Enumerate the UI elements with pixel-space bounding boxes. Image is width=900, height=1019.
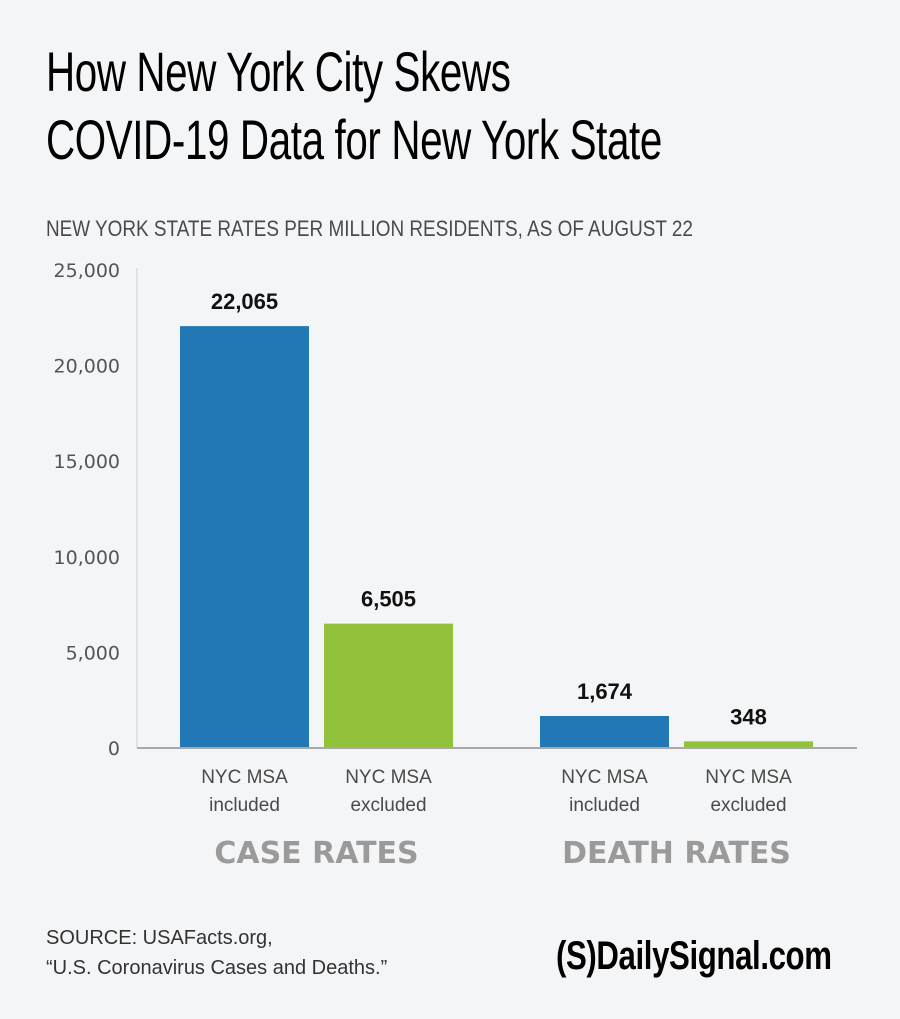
group-label: CASE RATES (214, 836, 418, 871)
y-tick-label: 20,000 (54, 356, 120, 378)
source-line-1: SOURCE: USAFacts.org, (46, 927, 273, 949)
bar-case-excluded (324, 623, 453, 748)
title-line-2: COVID-19 Data for New York State (46, 108, 662, 171)
data-label: 22,065 (211, 289, 278, 314)
category-label-line2: included (209, 795, 280, 816)
source-note: SOURCE: USAFacts.org, “U.S. Coronavirus … (46, 923, 387, 983)
category-label-line1: NYC MSA (345, 767, 432, 788)
daily-signal-logo: (S)DailySignal.com (556, 934, 832, 978)
data-label: 348 (730, 704, 767, 729)
chart-title: How New York City Skews COVID-19 Data fo… (46, 38, 662, 174)
category-label-line2: excluded (350, 795, 426, 816)
group-label: DEATH RATES (562, 836, 791, 871)
y-tick-label: 5,000 (66, 642, 120, 664)
bar-death-included (540, 715, 669, 748)
category-label-line1: NYC MSA (705, 767, 792, 788)
y-tick-label: 0 (108, 738, 120, 760)
chart-subtitle: NEW YORK STATE RATES PER MILLION RESIDEN… (46, 216, 693, 241)
y-axis-ticks: 0 5,000 10,000 15,000 20,000 25,000 (54, 260, 120, 760)
category-label-line2: excluded (710, 795, 786, 816)
y-tick-label: 15,000 (54, 451, 120, 473)
bars: 22,065 NYC MSA included 6,505 NYC MSA exclude… (180, 289, 813, 871)
y-tick-label: 25,000 (54, 260, 120, 282)
data-label: 6,505 (361, 587, 416, 612)
category-label-line1: NYC MSA (561, 767, 648, 788)
source-line-2: “U.S. Coronavirus Cases and Deaths.” (46, 957, 388, 979)
bar-case-included (180, 326, 309, 748)
data-label: 1,674 (577, 679, 633, 704)
category-label-line2: included (569, 795, 640, 816)
bar-death-excluded (684, 741, 813, 748)
category-label-line1: NYC MSA (201, 767, 288, 788)
title-line-1: How New York City Skews (46, 40, 511, 103)
y-tick-label: 10,000 (54, 547, 120, 569)
